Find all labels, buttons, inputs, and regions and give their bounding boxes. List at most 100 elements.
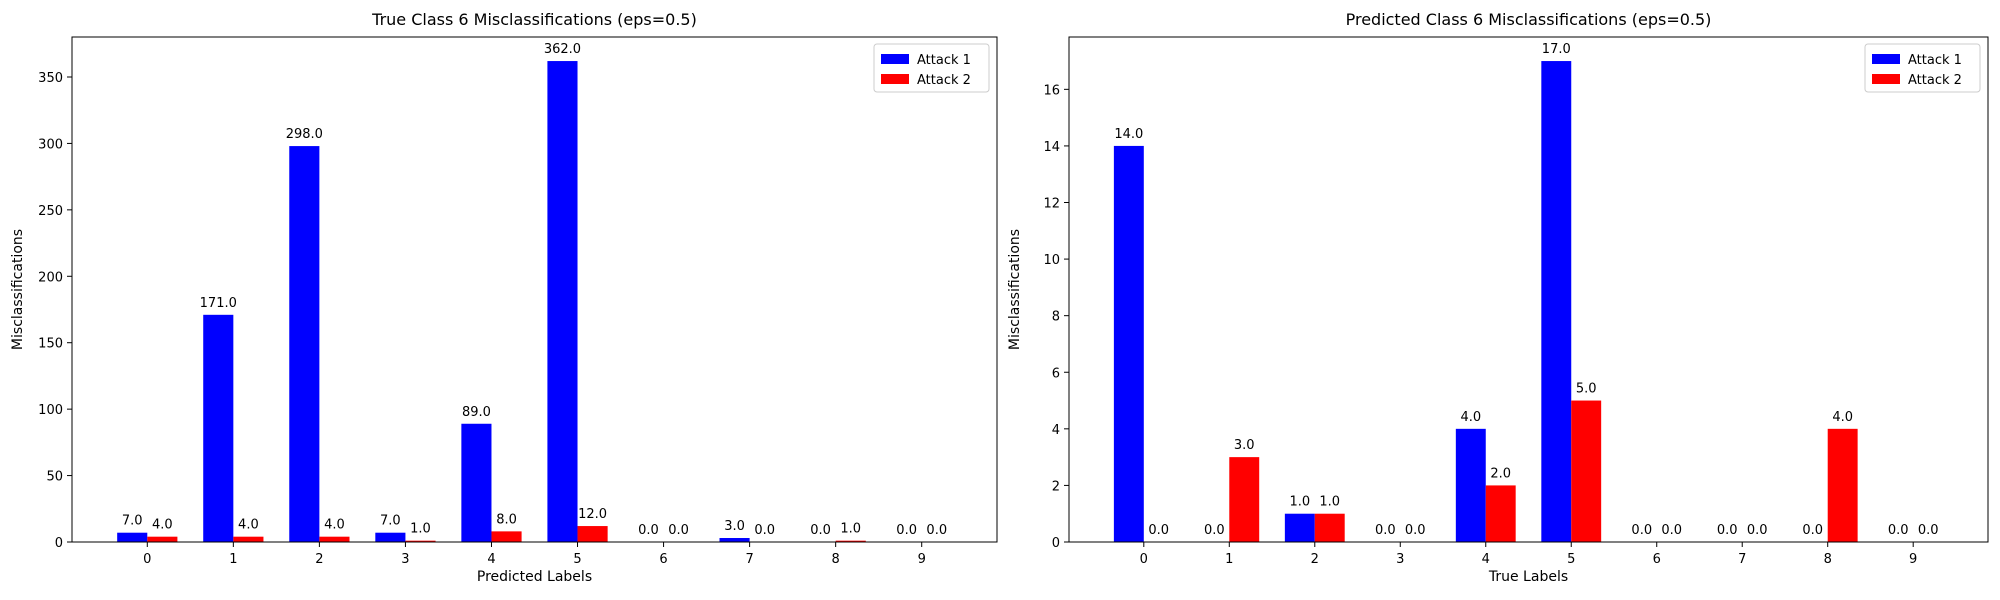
legend-swatch-1: [1872, 54, 1900, 64]
bar-value-label: 0.0: [810, 523, 831, 538]
bar-value-label: 1.0: [840, 522, 861, 537]
bar-attack-1-1: [203, 314, 234, 542]
x-tick-label: 8: [1824, 552, 1832, 567]
x-tick-label: 6: [1653, 552, 1661, 567]
chart-panel-2: Predicted Class 6 Misclassifications (ep…: [1007, 10, 1989, 585]
y-tick-label: 12: [1043, 197, 1060, 212]
bar-value-label: 89.0: [462, 405, 491, 420]
x-tick-label: 6: [659, 552, 667, 567]
bar-attack-1-0: [117, 532, 148, 542]
bar-value-label: 1.0: [1289, 495, 1310, 510]
bar-value-label: 1.0: [1319, 495, 1340, 510]
x-tick-label: 5: [1567, 552, 1575, 567]
bar-value-label: 4.0: [238, 518, 259, 533]
bar-attack-1-2: [289, 146, 320, 542]
bar-value-label: 4.0: [1460, 410, 1481, 425]
bar-value-label: 4.0: [152, 518, 173, 533]
bar-value-label: 17.0: [1542, 42, 1571, 57]
legend: Attack 1 Attack 2: [873, 43, 990, 93]
y-tick-label: 14: [1043, 140, 1060, 155]
bar-attack-2-2: [319, 536, 350, 542]
y-tick-label: 16: [1043, 83, 1060, 98]
bar-value-label: 0.0: [1631, 523, 1652, 538]
x-tick-label: 5: [573, 552, 581, 567]
legend-label-2: Attack 2: [1908, 73, 1962, 88]
x-tick-label: 2: [315, 552, 323, 567]
x-tick-label: 1: [229, 552, 237, 567]
bar-value-label: 7.0: [380, 514, 401, 529]
x-tick-label: 9: [918, 552, 926, 567]
bar-attack-2-0: [147, 536, 178, 542]
x-axis-label: Predicted Labels: [477, 569, 592, 585]
bar-value-label: 0.0: [1747, 523, 1768, 538]
bar-attack-1-7: [719, 538, 750, 542]
bar-value-label: 0.0: [1717, 523, 1738, 538]
bar-attack-1-2: [1284, 513, 1315, 542]
chart-panel-1: True Class 6 Misclassifications (eps=0.5…: [10, 10, 998, 585]
bar-value-label: 0.0: [754, 523, 775, 538]
bar-attack-2-5: [1571, 400, 1602, 542]
x-tick-label: 4: [487, 552, 495, 567]
bar-value-label: 4.0: [324, 518, 345, 533]
x-tick-label: 9: [1909, 552, 1917, 567]
bar-attack-2-4: [491, 531, 522, 542]
y-tick-label: 300: [38, 137, 63, 152]
bar-value-label: 3.0: [724, 519, 745, 534]
bar-value-label: 8.0: [496, 512, 517, 527]
bar-value-label: 0.0: [1918, 523, 1939, 538]
y-tick-label: 0: [1052, 536, 1060, 551]
x-tick-label: 3: [1396, 552, 1404, 567]
legend-label-2: Attack 2: [917, 73, 971, 88]
bar-attack-1-3: [375, 532, 406, 542]
legend-swatch-2: [1872, 74, 1900, 84]
bar-attack-1-4: [1455, 428, 1486, 542]
legend: Attack 1 Attack 2: [1864, 43, 1981, 93]
bar-value-label: 1.0: [410, 522, 431, 537]
bar-value-label: 0.0: [1148, 523, 1169, 538]
x-tick-label: 2: [1311, 552, 1319, 567]
x-tick-label: 7: [1738, 552, 1746, 567]
bar-attack-2-3: [405, 540, 436, 542]
bar-attack-2-8: [1827, 428, 1858, 542]
bar-value-label: 2.0: [1490, 466, 1511, 481]
bar-value-label: 0.0: [638, 523, 659, 538]
bar-value-label: 362.0: [544, 42, 581, 57]
y-axis-label: Misclassifications: [1007, 229, 1023, 350]
chart-title: True Class 6 Misclassifications (eps=0.5…: [371, 10, 697, 29]
bar-value-label: 0.0: [668, 523, 689, 538]
y-tick-label: 4: [1052, 423, 1060, 438]
bar-value-label: 14.0: [1114, 127, 1143, 142]
bar-attack-2-1: [233, 536, 264, 542]
y-tick-label: 8: [1052, 310, 1060, 325]
y-tick-label: 100: [38, 403, 63, 418]
x-tick-label: 7: [745, 552, 753, 567]
legend-label-1: Attack 1: [1908, 53, 1962, 68]
y-tick-label: 150: [38, 337, 63, 352]
bar-value-label: 0.0: [1888, 523, 1909, 538]
bar-value-label: 171.0: [200, 296, 237, 311]
x-tick-label: 0: [1140, 552, 1148, 567]
y-tick-label: 50: [46, 470, 63, 485]
bar-attack-1-0: [1113, 145, 1144, 542]
x-axis-label: True Labels: [1488, 569, 1568, 585]
x-tick-label: 3: [401, 552, 409, 567]
bar-attack-2-4: [1485, 485, 1516, 542]
x-tick-label: 1: [1225, 552, 1233, 567]
y-tick-label: 10: [1043, 253, 1060, 268]
bar-attack-2-1: [1229, 457, 1260, 542]
x-tick-label: 8: [832, 552, 840, 567]
bar-value-label: 12.0: [578, 507, 607, 522]
bar-value-label: 7.0: [122, 514, 143, 529]
y-tick-label: 200: [38, 270, 63, 285]
legend-label-1: Attack 1: [917, 53, 971, 68]
bar-value-label: 5.0: [1576, 382, 1597, 397]
bar-value-label: 0.0: [1204, 523, 1225, 538]
y-tick-label: 2: [1052, 479, 1060, 494]
legend-swatch-1: [881, 54, 909, 64]
x-tick-label: 0: [143, 552, 151, 567]
bar-attack-1-4: [461, 423, 492, 542]
y-tick-label: 0: [55, 536, 63, 551]
bar-attack-1-5: [1541, 61, 1572, 543]
y-tick-label: 250: [38, 204, 63, 219]
